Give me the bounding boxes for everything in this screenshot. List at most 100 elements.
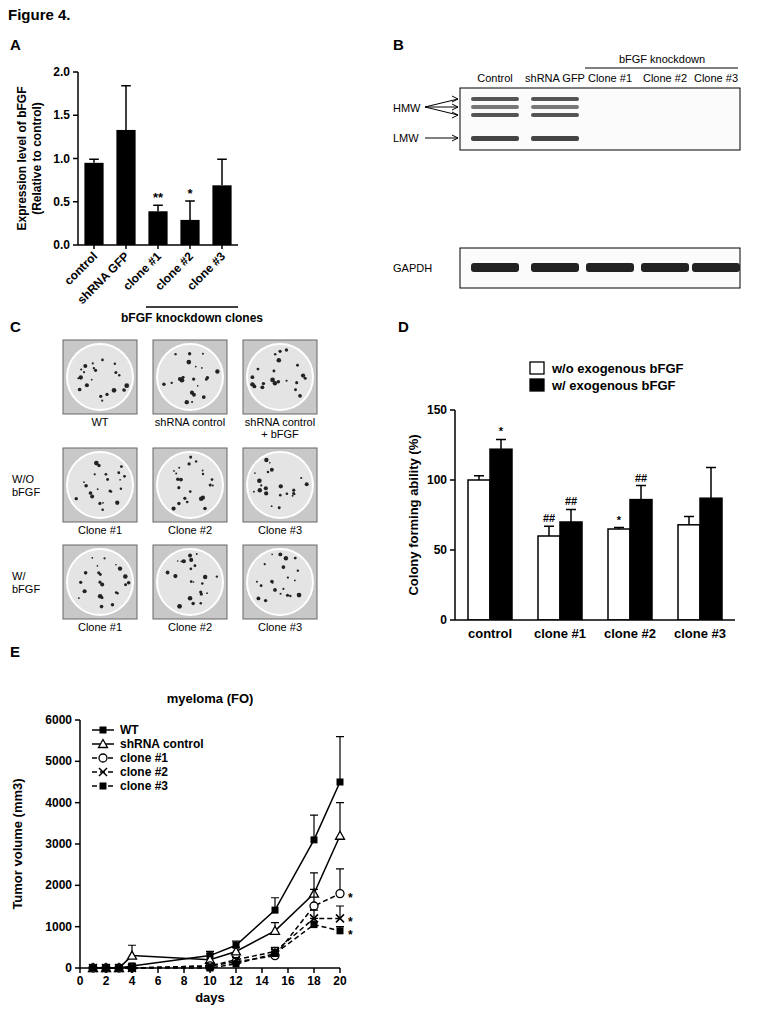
x-tick-label: 18 [307,974,321,988]
panel-label: E [10,643,20,660]
colony [278,552,282,556]
y-tick [73,158,78,160]
colony [188,596,193,601]
marker [272,907,279,914]
band [692,263,740,272]
colony [253,491,255,493]
panel-label: C [10,318,21,335]
group-line [146,306,238,308]
y-tick-label: 0 [440,613,447,627]
plate-label: Clone #1 [78,621,122,633]
colony [286,492,289,495]
legend-label: WT [120,723,139,737]
series-line [93,836,340,968]
x-tick [235,968,237,973]
colony [120,465,123,468]
significance: * [499,425,504,437]
plate [67,452,133,518]
band [531,136,579,141]
plate-label: shRNA control+ bFGF [245,416,315,440]
colony [97,565,99,567]
colony [286,594,289,597]
x-tick [221,245,223,249]
y-tick-label: 0.5 [53,195,70,209]
panel-d: D##**####050100150controlclone #1clone #… [398,318,735,641]
colony [252,384,256,388]
colony [162,383,165,386]
colony [188,554,192,558]
plate-label: Clone #1 [78,524,122,536]
x-tick [105,968,107,973]
plate-label: Clone #2 [168,621,212,633]
bar [116,130,135,245]
colony [79,581,82,584]
colony [292,495,294,497]
colony [105,393,108,396]
y-tick-label: 150 [427,403,447,417]
colony [264,599,267,602]
plate [157,344,223,410]
colony [195,460,197,462]
arrow [425,107,458,118]
x-tick [261,968,263,973]
bar [468,480,490,620]
marker [99,740,108,748]
colony [84,571,88,575]
colony [187,462,190,465]
colony [105,473,108,476]
marker [336,890,344,898]
colony [186,501,189,504]
error-bar [684,516,694,524]
row-label: W/bFGF [12,570,40,595]
colony [298,394,302,398]
colony [189,558,193,562]
colony [278,506,281,509]
colony [84,484,88,488]
y-tick [75,967,80,969]
colony [211,478,214,481]
colony [191,401,193,403]
row-label: W/ObFGF [12,473,40,498]
plate [157,452,223,518]
panel-c: CClone #1Clone #2Clone #3Clone #1Clone #… [10,318,317,633]
marker [99,768,107,776]
colony [200,592,203,595]
marker [311,836,318,843]
plate-photo [243,340,317,414]
colony [100,605,104,609]
legend-swatch [530,362,544,374]
error-bar [496,439,506,449]
label-line: WT [91,416,108,428]
colony [264,458,268,462]
colony [257,368,260,371]
band [531,263,579,272]
y-axis-label: Tumor volume (mm3) [10,778,25,909]
colony [178,467,180,469]
band [531,105,579,109]
colony [97,488,99,490]
colony [114,371,117,374]
colony [270,378,275,383]
bar [490,449,512,620]
colony [119,479,121,481]
x-tick-label: 12 [229,974,243,988]
legend-label: clone #2 [120,765,168,779]
marker [232,947,241,955]
y-tick [75,802,80,804]
colony [99,395,102,398]
y-tick-label: 3000 [45,837,72,851]
colony [193,581,195,583]
y-tick-label: 6000 [45,713,72,727]
significance: ** [153,190,164,205]
x-tick-label: 14 [255,974,269,988]
label-line: W/O [12,473,34,485]
error-bar [153,205,163,211]
colony [297,593,302,598]
colony [277,358,282,363]
colony [94,461,99,466]
x-tick-label: 0 [77,974,84,988]
colony [212,485,214,487]
colony [174,353,176,355]
colony [92,362,94,364]
y-tick-label: 2.0 [53,65,70,79]
